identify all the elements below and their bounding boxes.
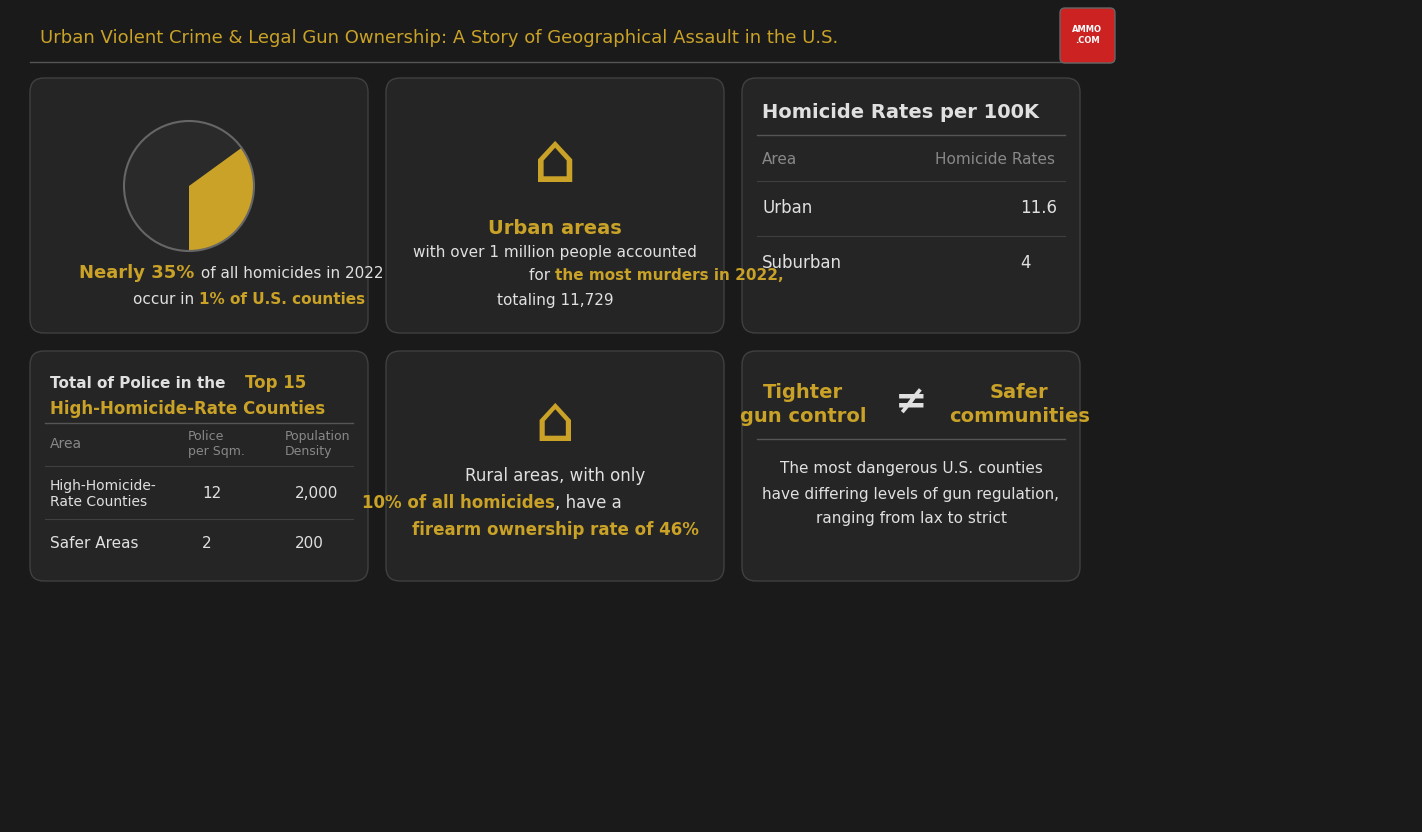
Text: gun control: gun control bbox=[739, 407, 866, 425]
Text: High-Homicide-
Rate Counties: High-Homicide- Rate Counties bbox=[50, 479, 156, 509]
Text: 11.6: 11.6 bbox=[1020, 199, 1057, 217]
Text: Urban: Urban bbox=[762, 199, 812, 217]
Text: Top 15: Top 15 bbox=[245, 374, 306, 392]
Text: Police
per Sqm.: Police per Sqm. bbox=[188, 430, 245, 458]
Text: Population
Density: Population Density bbox=[284, 430, 350, 458]
Text: Tighter: Tighter bbox=[762, 384, 843, 403]
FancyBboxPatch shape bbox=[742, 78, 1079, 333]
Text: ⌂: ⌂ bbox=[535, 392, 576, 454]
Text: Total of Police in the: Total of Police in the bbox=[50, 375, 230, 390]
Text: 1% of U.S. counties: 1% of U.S. counties bbox=[199, 291, 365, 306]
Text: the most murders in 2022,: the most murders in 2022, bbox=[555, 268, 784, 283]
Text: AMMO
.COM: AMMO .COM bbox=[1072, 25, 1102, 45]
Text: of all homicides in 2022: of all homicides in 2022 bbox=[196, 265, 384, 280]
Text: totaling 11,729: totaling 11,729 bbox=[496, 293, 613, 308]
Text: 200: 200 bbox=[294, 537, 324, 552]
Text: ranging from lax to strict: ranging from lax to strict bbox=[815, 512, 1007, 527]
Text: Homicide Rates: Homicide Rates bbox=[936, 152, 1055, 167]
Text: Area: Area bbox=[50, 437, 82, 451]
Text: Homicide Rates per 100K: Homicide Rates per 100K bbox=[762, 103, 1039, 122]
Text: 2: 2 bbox=[202, 537, 212, 552]
FancyBboxPatch shape bbox=[1059, 8, 1115, 63]
Text: Urban Violent Crime & Legal Gun Ownership: A Story of Geographical Assault in th: Urban Violent Crime & Legal Gun Ownershi… bbox=[40, 29, 838, 47]
Text: 4: 4 bbox=[1020, 254, 1031, 272]
Text: Urban areas: Urban areas bbox=[488, 219, 621, 237]
FancyBboxPatch shape bbox=[30, 351, 368, 581]
Text: ⌂: ⌂ bbox=[533, 130, 577, 196]
FancyBboxPatch shape bbox=[30, 78, 368, 333]
Text: Safer: Safer bbox=[990, 384, 1048, 403]
Text: High-Homicide-Rate Counties: High-Homicide-Rate Counties bbox=[50, 400, 326, 418]
Text: Safer Areas: Safer Areas bbox=[50, 537, 138, 552]
Text: 10% of all homicides: 10% of all homicides bbox=[363, 494, 555, 512]
Text: Rural areas, with only: Rural areas, with only bbox=[465, 467, 646, 485]
FancyBboxPatch shape bbox=[385, 78, 724, 333]
Text: Nearly 35%: Nearly 35% bbox=[78, 264, 193, 282]
Text: Suburban: Suburban bbox=[762, 254, 842, 272]
Text: ≠: ≠ bbox=[894, 384, 927, 422]
Text: 2,000: 2,000 bbox=[294, 487, 338, 502]
Text: , have a: , have a bbox=[555, 494, 621, 512]
FancyBboxPatch shape bbox=[742, 351, 1079, 581]
Circle shape bbox=[124, 121, 255, 251]
Text: Area: Area bbox=[762, 152, 798, 167]
Text: occur in: occur in bbox=[134, 291, 199, 306]
Text: with over 1 million people accounted: with over 1 million people accounted bbox=[412, 245, 697, 260]
FancyBboxPatch shape bbox=[385, 351, 724, 581]
Text: The most dangerous U.S. counties: The most dangerous U.S. counties bbox=[779, 462, 1042, 477]
Text: for: for bbox=[529, 268, 555, 283]
Text: have differing levels of gun regulation,: have differing levels of gun regulation, bbox=[762, 487, 1059, 502]
Text: firearm ownership rate of 46%: firearm ownership rate of 46% bbox=[411, 521, 698, 539]
Text: 12: 12 bbox=[202, 487, 222, 502]
Wedge shape bbox=[189, 148, 255, 251]
Text: communities: communities bbox=[948, 407, 1089, 425]
